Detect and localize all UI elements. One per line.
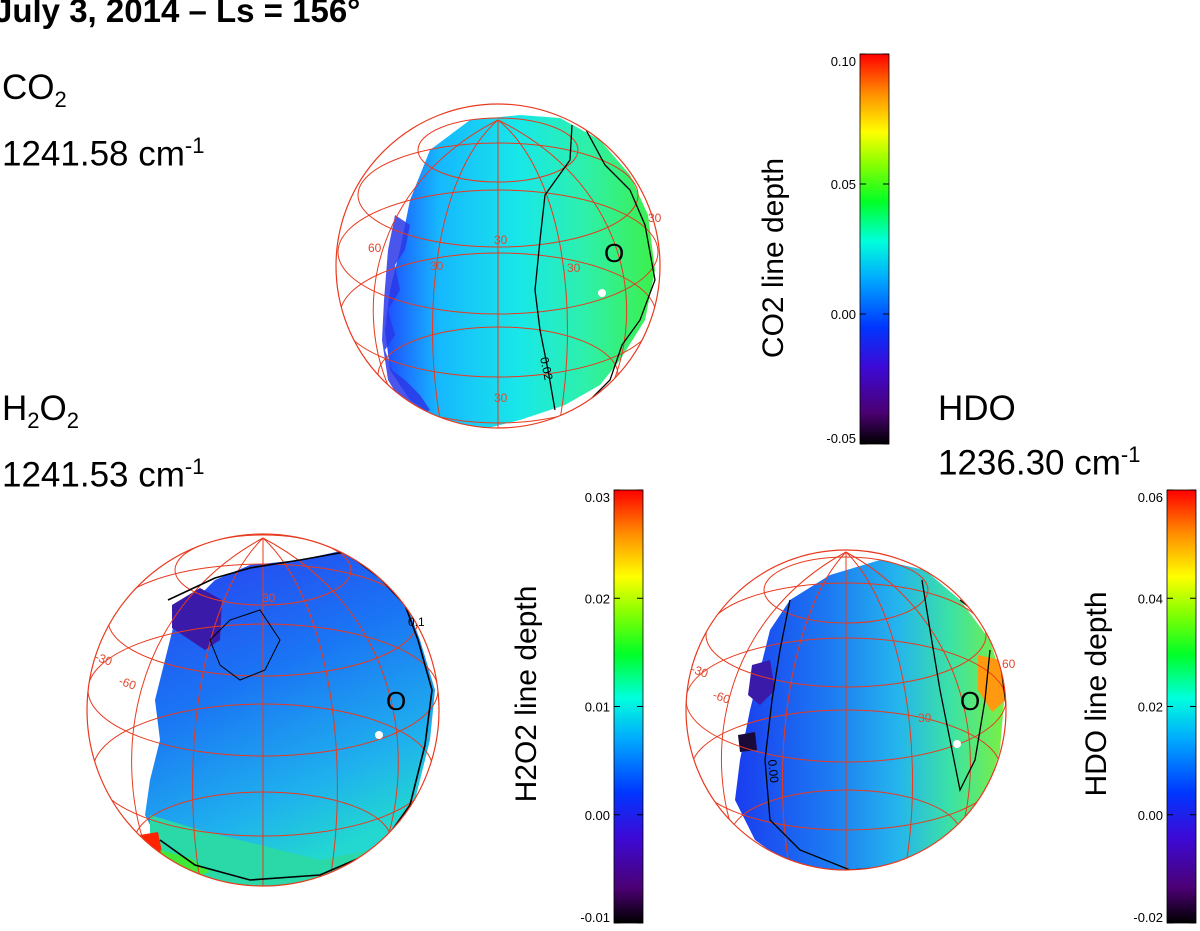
co2-grid-label: 30: [494, 391, 508, 405]
co2-data-patch: [385, 115, 655, 428]
colorbar-tick-label: 0.03: [585, 490, 610, 505]
co2-grid-label: 30: [494, 233, 508, 247]
co2-contour-label: 0.02: [537, 356, 556, 382]
co2-sub-point-marker: [598, 289, 606, 297]
hdo-contour: [764, 599, 901, 870]
h2o2-sub-point-marker: [375, 731, 383, 739]
colorbar-tick-label: 0.10: [831, 54, 856, 69]
figure-title: July 3, 2014 – Ls = 156°: [0, 0, 361, 29]
colorbar-tick-label: -0.02: [1133, 910, 1163, 925]
co2-globe: 0.02 O 30 60 30 30 30 30: [335, 103, 662, 429]
h2o2-colorbar: 0.03 0.02 0.01 0.00 -0.01 H2O2 line depth: [510, 489, 644, 925]
hdo-grid-label: 30: [918, 711, 932, 725]
h2o2-grid-label: -60: [117, 674, 138, 693]
co2-grid-label: 30: [648, 211, 662, 225]
h2o2-contour: [209, 609, 281, 681]
hdo-globe: 0.00 O -30 -60 60 30: [685, 549, 1016, 871]
co2-contour: [584, 127, 656, 401]
h2o2-contour: [159, 551, 433, 881]
hdo-grid-label: -60: [711, 688, 732, 707]
hdo-grid-label: -30: [689, 662, 710, 681]
co2-grid-label: 30: [567, 261, 581, 275]
hdo-low-patch: [748, 660, 775, 705]
hdo-colorbar-label: HDO line depth: [1080, 591, 1113, 796]
hdo-colorbar: 0.06 0.04 0.02 0.00 -0.02 HDO line depth: [1080, 489, 1197, 925]
hdo-sub-point-marker: [953, 740, 961, 748]
co2-molecule-label: CO2 1241.58 cm-1: [2, 68, 205, 174]
co2-colorbar: 0.10 0.05 0.00 -0.05 CO2 line depth: [757, 53, 890, 446]
co2-grid-label: 30: [430, 259, 444, 273]
h2o2-colorbar-label: H2O2 line depth: [510, 586, 543, 803]
colorbar-tick-label: 0.05: [831, 177, 856, 192]
colorbar-tick-label: 0.00: [585, 808, 610, 823]
colorbar-tick-label: 0.01: [585, 700, 610, 715]
colorbar-tick-label: -0.01: [580, 910, 610, 925]
h2o2-molecule-label: H2O2 1241.53 cm-1: [2, 389, 205, 495]
colorbar-tick-label: 0.00: [1138, 808, 1163, 823]
hdo-contour: [921, 579, 991, 792]
hdo-grid: [686, 551, 1006, 870]
h2o2-contour-label: 0.1: [408, 615, 425, 629]
colorbar-tick-label: 0.06: [1138, 490, 1163, 505]
h2o2-grid-label: 30: [262, 591, 276, 605]
colorbar-tick-label: 0.04: [1138, 591, 1163, 606]
h2o2-high-patch: [160, 850, 210, 878]
colorbar-tick-label: 0.02: [1138, 700, 1163, 715]
hdo-contour-label: 0.00: [765, 759, 781, 784]
co2-colorbar-label: CO2 line depth: [757, 158, 790, 358]
hdo-grid-label: 60: [1002, 657, 1016, 671]
co2-grid-label: 60: [368, 241, 382, 255]
h2o2-marker-label: O: [386, 686, 406, 716]
h2o2-grid-label: -30: [93, 650, 114, 669]
colorbar-tick-label: -0.05: [826, 431, 856, 446]
h2o2-globe: 0.1 O -30 -60 30: [86, 533, 440, 887]
co2-low-patch: [382, 215, 430, 415]
hdo-marker-label: O: [960, 686, 980, 716]
colorbar-tick-label: 0.02: [585, 591, 610, 606]
co2-marker-label: O: [604, 238, 624, 268]
hdo-molecule-label: HDO 1236.30 cm-1: [938, 389, 1141, 483]
co2-contour: [534, 124, 573, 411]
colorbar-tick-label: 0.00: [831, 307, 856, 322]
